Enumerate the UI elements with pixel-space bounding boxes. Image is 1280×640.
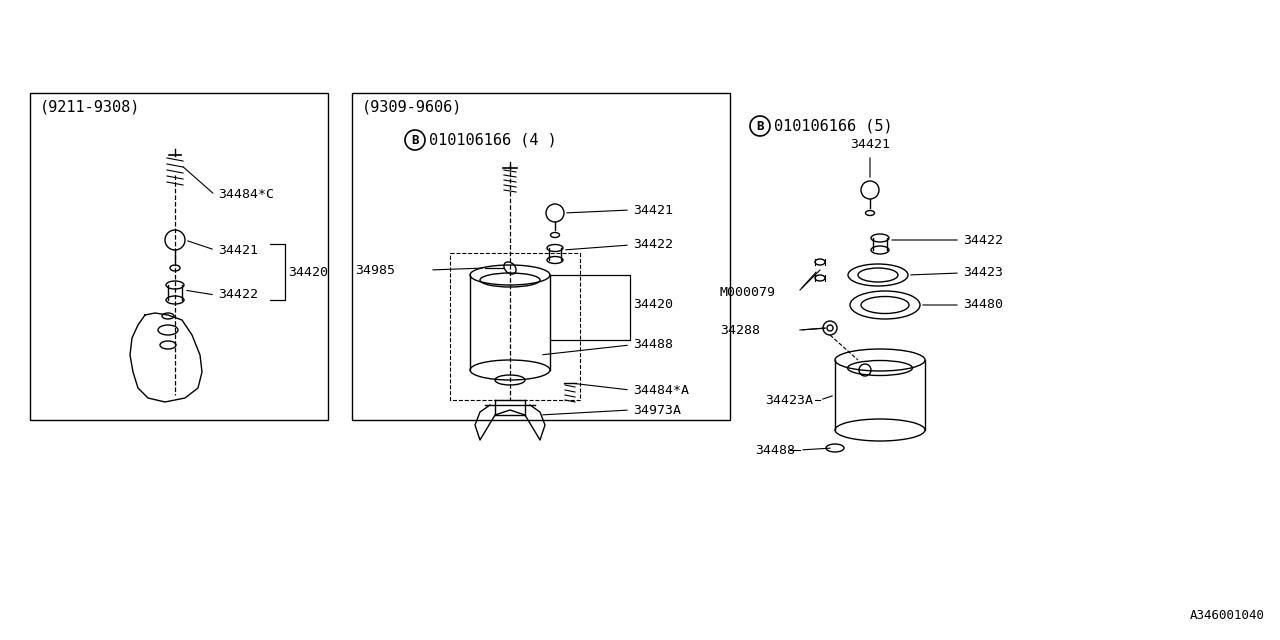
Text: 34422: 34422	[218, 289, 259, 301]
Text: 34288: 34288	[719, 323, 760, 337]
Text: 34421: 34421	[218, 243, 259, 257]
Text: 34421: 34421	[634, 204, 673, 216]
Text: 34423A: 34423A	[765, 394, 813, 406]
Text: M000079: M000079	[719, 287, 776, 300]
Text: 34420: 34420	[634, 298, 673, 312]
Text: A346001040: A346001040	[1190, 609, 1265, 622]
Text: 34480: 34480	[963, 298, 1004, 312]
Text: 34973A: 34973A	[634, 403, 681, 417]
Bar	[451, 253, 580, 400]
Text: 010106166 (5): 010106166 (5)	[774, 118, 892, 134]
Text: 34421: 34421	[850, 138, 890, 152]
Text: 34420: 34420	[288, 266, 328, 278]
Text: 34422: 34422	[634, 239, 673, 252]
Text: 34484*A: 34484*A	[634, 383, 689, 397]
Text: 34985: 34985	[355, 264, 396, 276]
Text: B: B	[756, 120, 764, 132]
Text: 010106166 (4 ): 010106166 (4 )	[429, 132, 557, 147]
Text: 34422: 34422	[963, 234, 1004, 246]
Text: 34484*C: 34484*C	[218, 189, 274, 202]
Text: 34423: 34423	[963, 266, 1004, 280]
Text: 34488: 34488	[755, 444, 795, 456]
Text: B: B	[411, 134, 419, 147]
Text: 34488: 34488	[634, 339, 673, 351]
Bar	[29, 93, 328, 420]
Bar	[352, 93, 730, 420]
Text: (9211-9308): (9211-9308)	[40, 99, 141, 115]
Text: (9309-9606): (9309-9606)	[362, 99, 462, 115]
